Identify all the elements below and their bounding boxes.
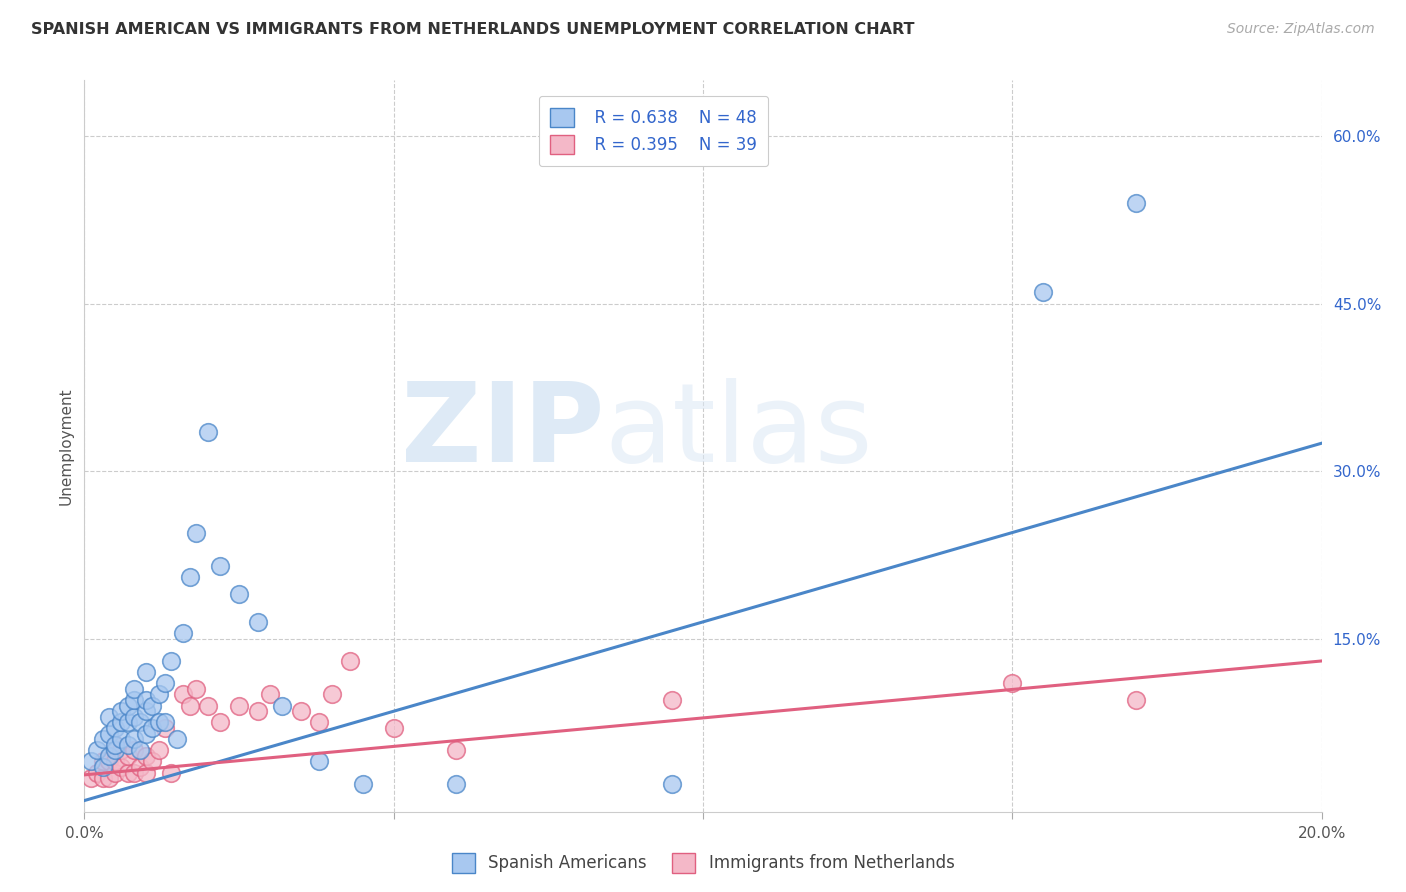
Point [444,743,467,757]
Point [110,715,132,730]
Point [135,693,157,707]
Point [228,698,250,713]
Point [110,704,132,718]
Point [135,765,157,780]
Text: SPANISH AMERICAN VS IMMIGRANTS FROM NETHERLANDS UNEMPLOYMENT CORRELATION CHART: SPANISH AMERICAN VS IMMIGRANTS FROM NETH… [31,22,914,37]
Point [91,771,114,785]
Point [209,559,232,574]
Point [135,726,157,740]
Point [117,765,139,780]
Point [129,743,152,757]
Point [308,755,330,769]
Point [91,732,114,747]
Point [98,726,121,740]
Point [117,715,139,730]
Point [153,676,176,690]
Point [259,688,281,702]
Point [104,738,127,752]
Point [339,654,361,668]
Point [160,654,183,668]
Point [110,760,132,774]
Point [321,688,343,702]
Point [141,755,163,769]
Point [148,715,170,730]
Point [661,693,683,707]
Point [122,743,145,757]
Point [179,570,201,584]
Point [148,743,170,757]
Point [172,626,194,640]
Point [271,698,294,713]
Point [153,721,176,735]
Point [141,721,163,735]
Point [1032,285,1054,300]
Point [79,755,101,769]
Point [110,743,132,757]
Point [104,721,127,735]
Point [166,732,188,747]
Point [153,715,176,730]
Point [184,681,207,696]
Point [129,760,152,774]
Point [98,771,121,785]
Point [135,748,157,763]
Point [308,715,330,730]
Point [117,738,139,752]
Point [382,721,405,735]
Point [1125,693,1147,707]
Y-axis label: Unemployment: Unemployment [58,387,73,505]
Point [444,777,467,791]
Point [91,760,114,774]
Point [197,698,219,713]
Point [86,743,108,757]
Point [172,688,194,702]
Point [141,698,163,713]
Point [246,615,269,629]
Point [98,710,121,724]
Point [148,688,170,702]
Point [79,771,101,785]
Point [661,777,683,791]
Point [104,743,127,757]
Point [86,765,108,780]
Point [352,777,374,791]
Point [246,704,269,718]
Point [290,704,312,718]
Point [135,704,157,718]
Text: Source: ZipAtlas.com: Source: ZipAtlas.com [1227,22,1375,37]
Legend:   R = 0.638    N = 48,   R = 0.395    N = 39: R = 0.638 N = 48, R = 0.395 N = 39 [538,96,768,166]
Point [228,587,250,601]
Point [117,748,139,763]
Point [104,765,127,780]
Point [122,710,145,724]
Point [122,732,145,747]
Point [184,525,207,540]
Point [122,765,145,780]
Text: ZIP: ZIP [401,378,605,485]
Point [98,755,121,769]
Point [91,755,114,769]
Text: atlas: atlas [605,378,873,485]
Point [179,698,201,713]
Point [135,665,157,680]
Point [104,738,127,752]
Point [1125,196,1147,211]
Point [98,748,121,763]
Point [117,698,139,713]
Point [122,681,145,696]
Point [110,732,132,747]
Point [160,765,183,780]
Point [197,425,219,439]
Point [129,715,152,730]
Legend: Spanish Americans, Immigrants from Netherlands: Spanish Americans, Immigrants from Nethe… [444,847,962,880]
Point [122,693,145,707]
Point [209,715,232,730]
Point [104,755,127,769]
Point [1001,676,1024,690]
